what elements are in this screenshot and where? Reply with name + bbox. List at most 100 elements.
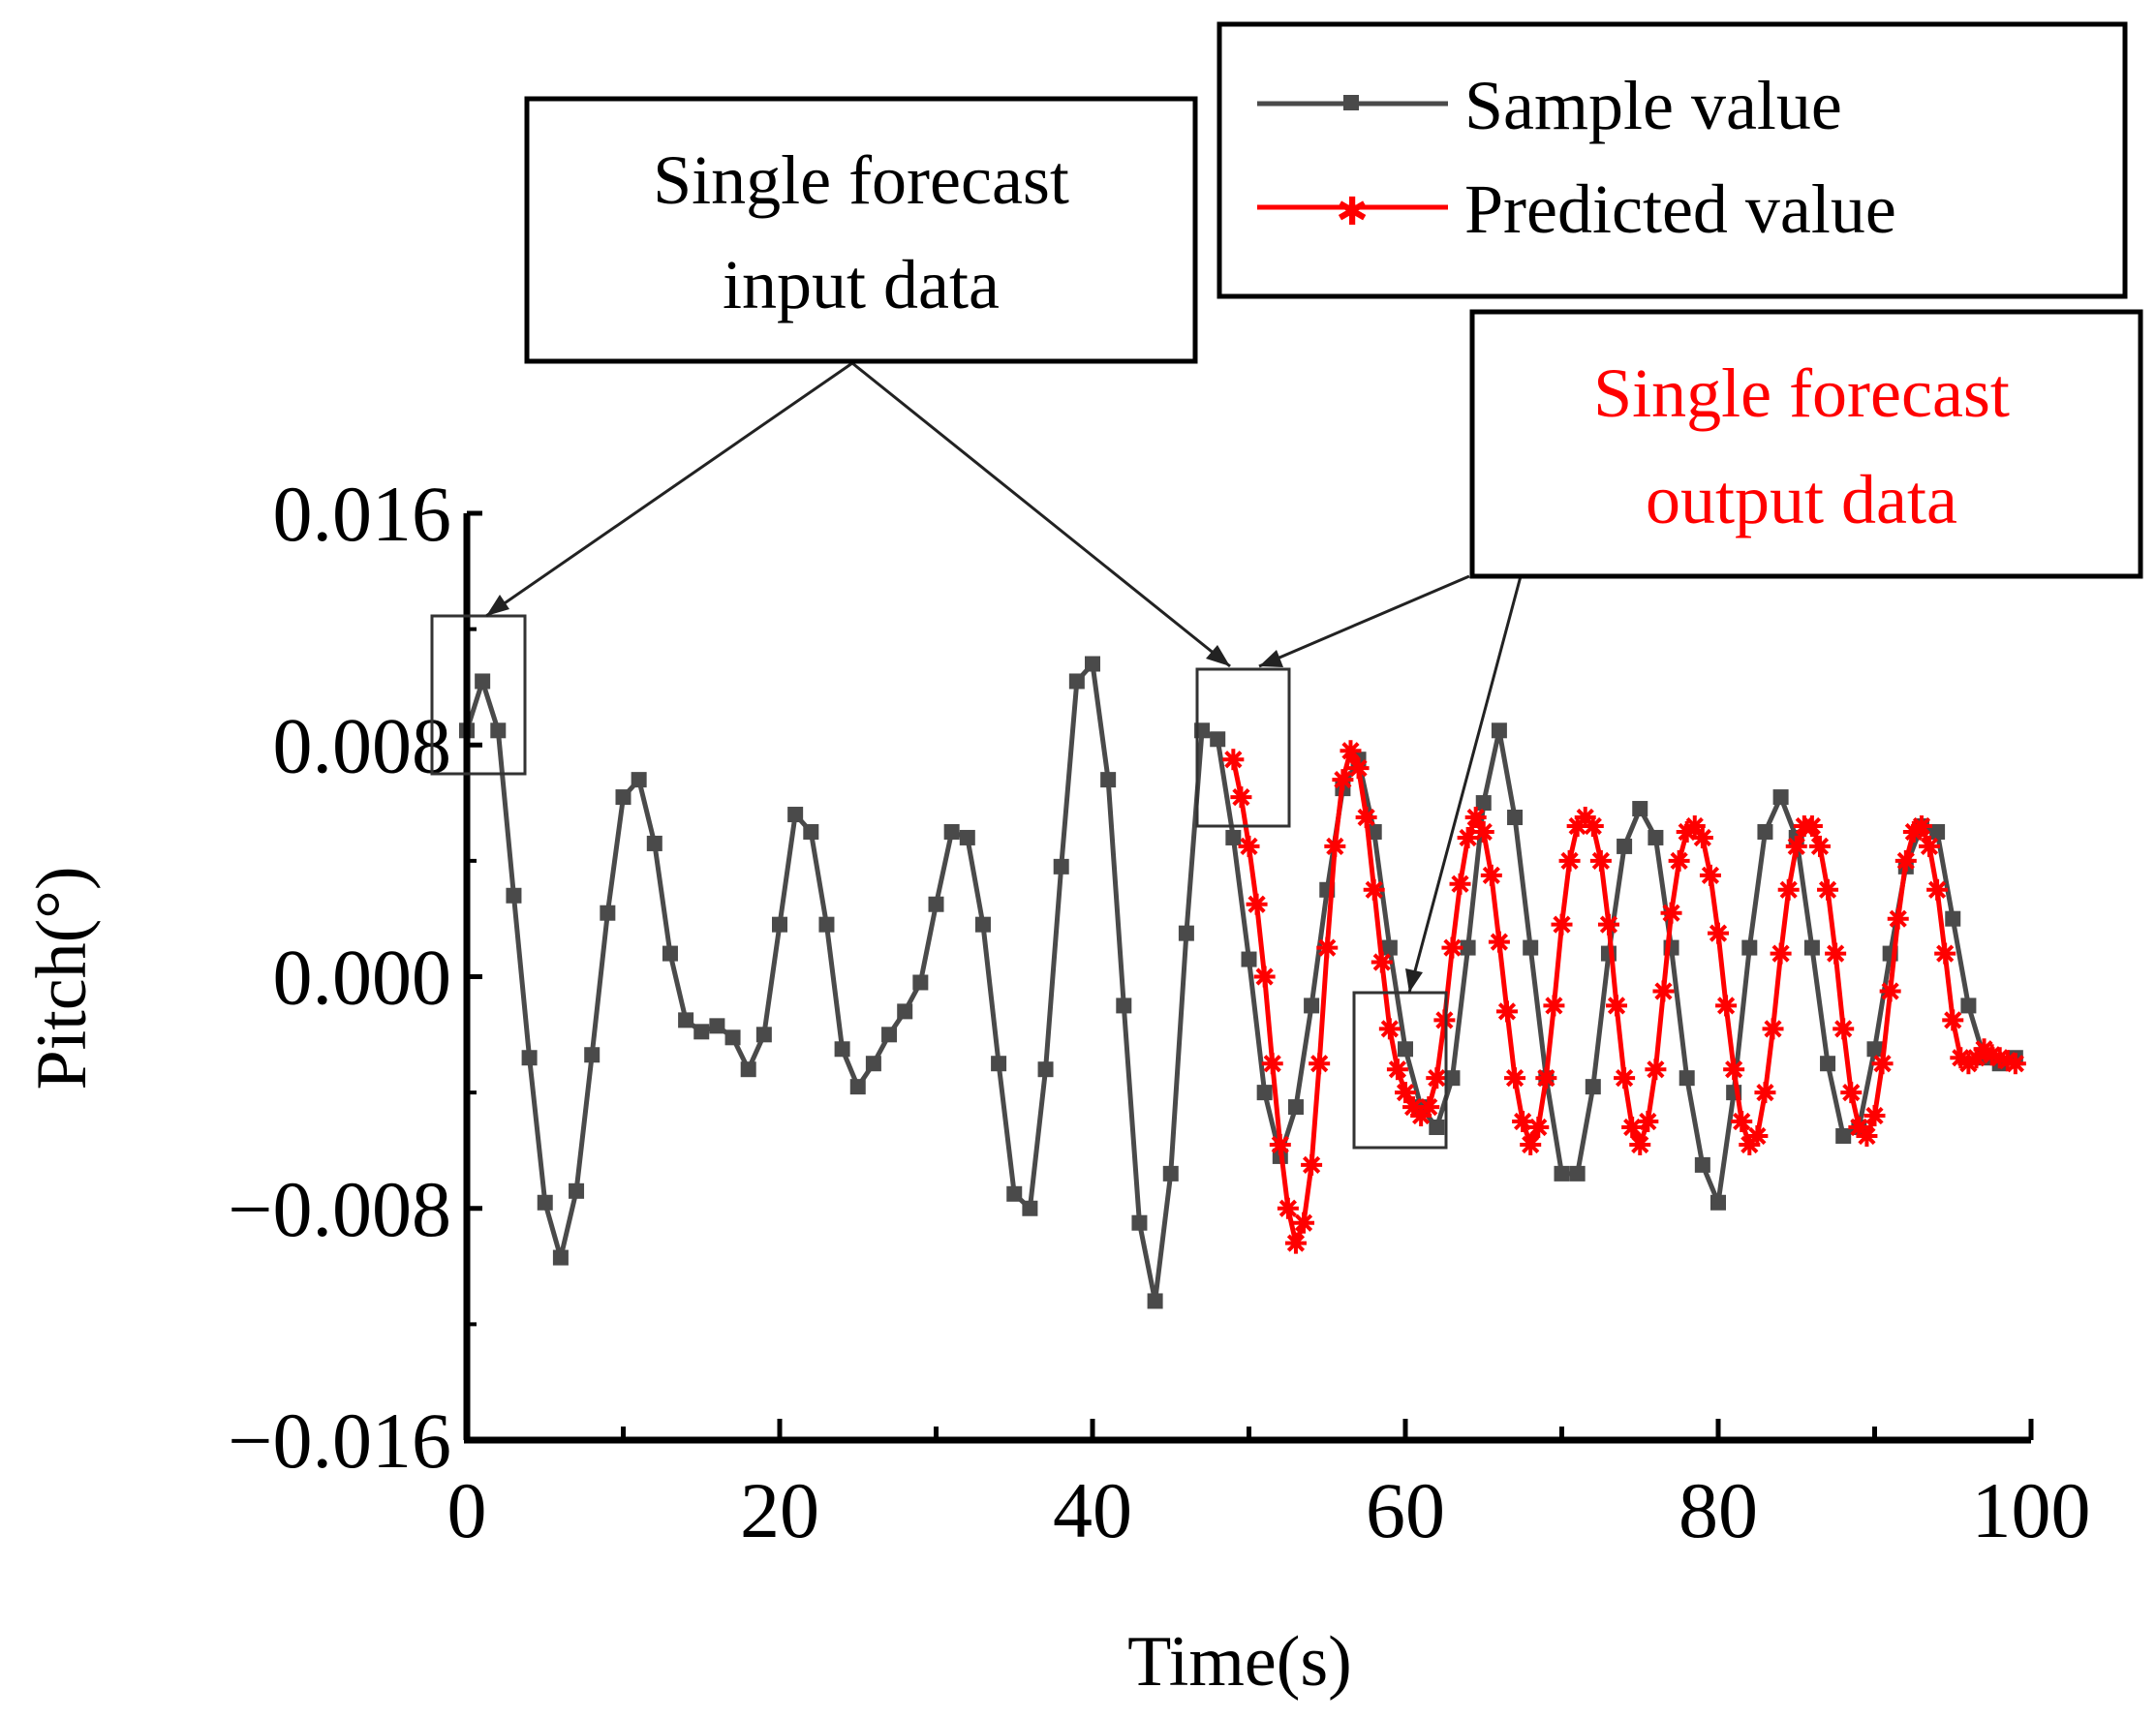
predicted-value-point	[1856, 1124, 1878, 1147]
sample-value-point	[897, 1003, 913, 1020]
sample-value-point	[1100, 772, 1117, 788]
predicted-value-point	[1817, 878, 1839, 901]
predicted-value-point	[1551, 913, 1573, 936]
sample-value-point	[1085, 656, 1100, 672]
sample-value-point	[490, 722, 507, 739]
predicted-value-point	[1699, 864, 1721, 886]
predicted-value-point	[1418, 1096, 1440, 1119]
predicted-value-point	[1269, 1133, 1291, 1155]
sample-value-point	[1632, 801, 1648, 817]
predicted-value-point	[1614, 1067, 1636, 1090]
predicted-value-point	[1316, 936, 1339, 959]
predicted-value-point	[1777, 878, 1800, 901]
predicted-value-point	[1637, 1111, 1659, 1133]
x-tick-label: 0	[447, 1466, 487, 1554]
sample-value-point	[1398, 1041, 1413, 1058]
predicted-value-point	[1293, 1212, 1315, 1234]
predicted-value-point	[1668, 849, 1690, 872]
predicted-value-point	[1582, 814, 1604, 837]
predicted-value-point	[1309, 1053, 1331, 1075]
sample-value-point	[974, 916, 991, 933]
predicted-value-point	[1894, 849, 1917, 872]
predicted-value-point	[1347, 757, 1370, 780]
sample-value-point	[1131, 1214, 1148, 1231]
sample-value-point	[1162, 1165, 1179, 1182]
highlight-box-output	[1352, 991, 1448, 1150]
sample-value-point	[1866, 1041, 1883, 1058]
predicted-value-point	[1441, 936, 1463, 959]
sample-value-point	[881, 1027, 898, 1043]
callout-output-box	[1469, 309, 2143, 579]
predicted-value-point	[1589, 849, 1612, 872]
predicted-value-point	[1261, 1053, 1283, 1075]
predicted-value-point	[1871, 1053, 1894, 1075]
sample-value-point	[1304, 998, 1320, 1014]
sample-value-point	[1694, 1156, 1710, 1173]
predicted-value-point	[1426, 1067, 1448, 1090]
predicted-value-point	[1371, 951, 1393, 973]
predicted-value-point	[1246, 893, 1268, 915]
sample-value-point	[787, 807, 804, 823]
predicted-value-point	[1558, 849, 1581, 872]
sample-value-point	[521, 1050, 538, 1066]
predicted-value-point	[1887, 907, 1909, 930]
sample-value-point	[1820, 1056, 1836, 1072]
callout-input-line2: input data	[723, 246, 1000, 323]
x-tick-label: 40	[1053, 1466, 1132, 1554]
sample-value-point	[1460, 939, 1476, 956]
series-sample-value	[459, 656, 2023, 1309]
sample-value-point	[1523, 939, 1539, 956]
predicted-value-point	[1691, 826, 1713, 848]
predicted-value-point	[1301, 1153, 1323, 1176]
legend-marker-predicted: ✱	[1336, 190, 1369, 234]
arrow-input-end	[851, 361, 1231, 668]
sample-value-point	[1429, 1120, 1445, 1136]
sample-value-point	[1960, 998, 1977, 1014]
sample-value-point	[1617, 838, 1633, 854]
predicted-value-point	[1386, 1059, 1408, 1081]
y-tick-label: 0.016	[273, 470, 452, 558]
sample-value-point	[1256, 1085, 1273, 1101]
arrow-input-start	[485, 361, 853, 618]
predicted-value-point	[1464, 807, 1487, 829]
callout-input-line1: Single forecast	[653, 141, 1069, 219]
sample-value-point	[693, 1024, 710, 1040]
sample-value-point	[818, 916, 835, 933]
predicted-value-point	[1495, 1000, 1518, 1023]
predicted-value-point	[2004, 1053, 2026, 1075]
sample-value-point	[1006, 1185, 1023, 1202]
sample-value-point	[959, 829, 975, 845]
sample-value-point	[865, 1056, 881, 1072]
highlight-box-input-start	[430, 614, 527, 776]
sample-value-point	[1116, 998, 1132, 1014]
legend: Sample value ✱ Predicted value	[1217, 21, 2128, 299]
sample-value-point	[1287, 1099, 1304, 1116]
predicted-value-point	[1833, 1018, 1855, 1040]
sample-value-point	[678, 1012, 694, 1028]
predicted-value-point	[1504, 1067, 1526, 1090]
predicted-value-point	[1543, 995, 1565, 1017]
predicted-value-point	[1645, 1059, 1667, 1081]
y-axis-title: Pitch(°)	[22, 867, 102, 1090]
predicted-value-point	[1770, 942, 1792, 965]
predicted-value-point	[1910, 814, 1932, 837]
predicted-value-point	[1621, 1117, 1644, 1139]
predicted-value-point	[1934, 942, 1956, 965]
predicted-value-point	[1277, 1197, 1299, 1219]
sample-value-point	[1554, 1165, 1570, 1182]
series-predicted-value	[1222, 740, 2026, 1254]
sample-value-point	[1835, 1127, 1852, 1144]
x-axis-ticks: 0 20 40 60 80 100	[447, 1419, 2091, 1554]
sample-value-point	[834, 1041, 850, 1058]
sample-value-point	[1757, 823, 1773, 840]
predicted-value-point	[1715, 995, 1738, 1017]
sample-value-point	[631, 772, 647, 788]
sample-value-point	[912, 974, 929, 991]
sample-value-point	[1929, 823, 1946, 840]
predicted-value-point	[1324, 835, 1346, 857]
predicted-value-point	[1238, 835, 1260, 857]
sample-value-point	[943, 823, 960, 840]
predicted-value-point	[1629, 1133, 1651, 1155]
arrow-output-to-box	[1407, 575, 1523, 994]
predicted-value-point	[1660, 902, 1682, 924]
